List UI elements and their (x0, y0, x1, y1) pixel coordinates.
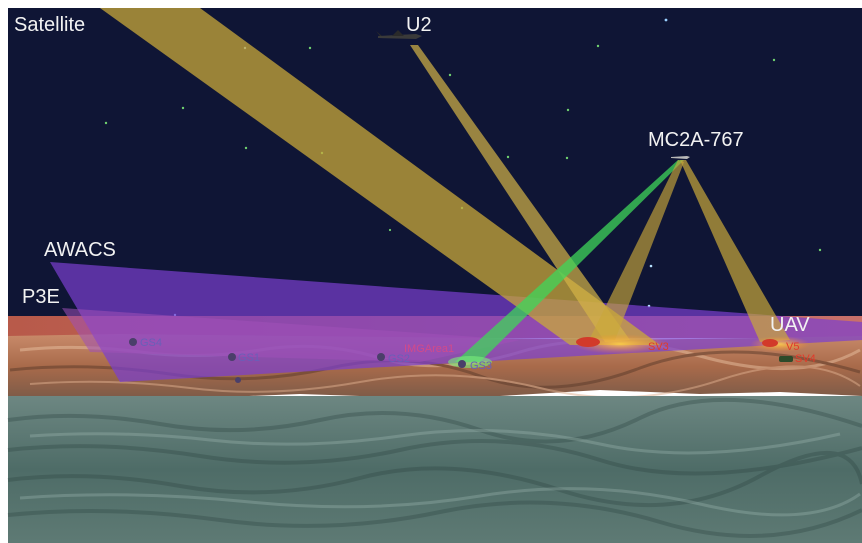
u2-aircraft-icon (376, 30, 422, 39)
satellite-coverage-beam (100, 8, 660, 345)
vehicle-sv4-icon (779, 356, 793, 362)
p3e-coverage-beam (62, 308, 520, 362)
u2-label: U2 (406, 14, 432, 36)
uav-label: UAV (770, 314, 810, 336)
gs1-label: GS1 (238, 352, 260, 364)
target-glow-uav (750, 336, 810, 352)
satellite-label: Satellite (14, 14, 85, 36)
mc2a-beam-left (590, 160, 684, 340)
sv3-label: SV3 (648, 341, 669, 353)
sea-surface (8, 396, 862, 543)
awacs-label: AWACS (44, 239, 116, 261)
p3e-label: P3E (22, 286, 60, 308)
gs4-label: GS4 (140, 337, 162, 349)
night-sky (8, 8, 862, 320)
mc2a-label: MC2A-767 (648, 129, 744, 151)
mc2a-green-beam (455, 160, 684, 362)
vehicle-sv3-icon (576, 337, 600, 347)
ground-station-icons (129, 338, 466, 383)
gs2-label: GS2 (388, 353, 410, 365)
gs3-label: GS3 (470, 360, 492, 372)
vehicle-sv5-icon (762, 339, 778, 347)
sea-highlights (19, 429, 861, 517)
sv5-label: V5 (786, 341, 799, 353)
img-area-label: IMGArea1 (404, 343, 454, 355)
sv4-label: SV4 (795, 353, 816, 365)
mc2a-beam-right (680, 160, 790, 342)
mc2a-aircraft-icon (671, 156, 690, 159)
sea-texture (7, 397, 862, 538)
